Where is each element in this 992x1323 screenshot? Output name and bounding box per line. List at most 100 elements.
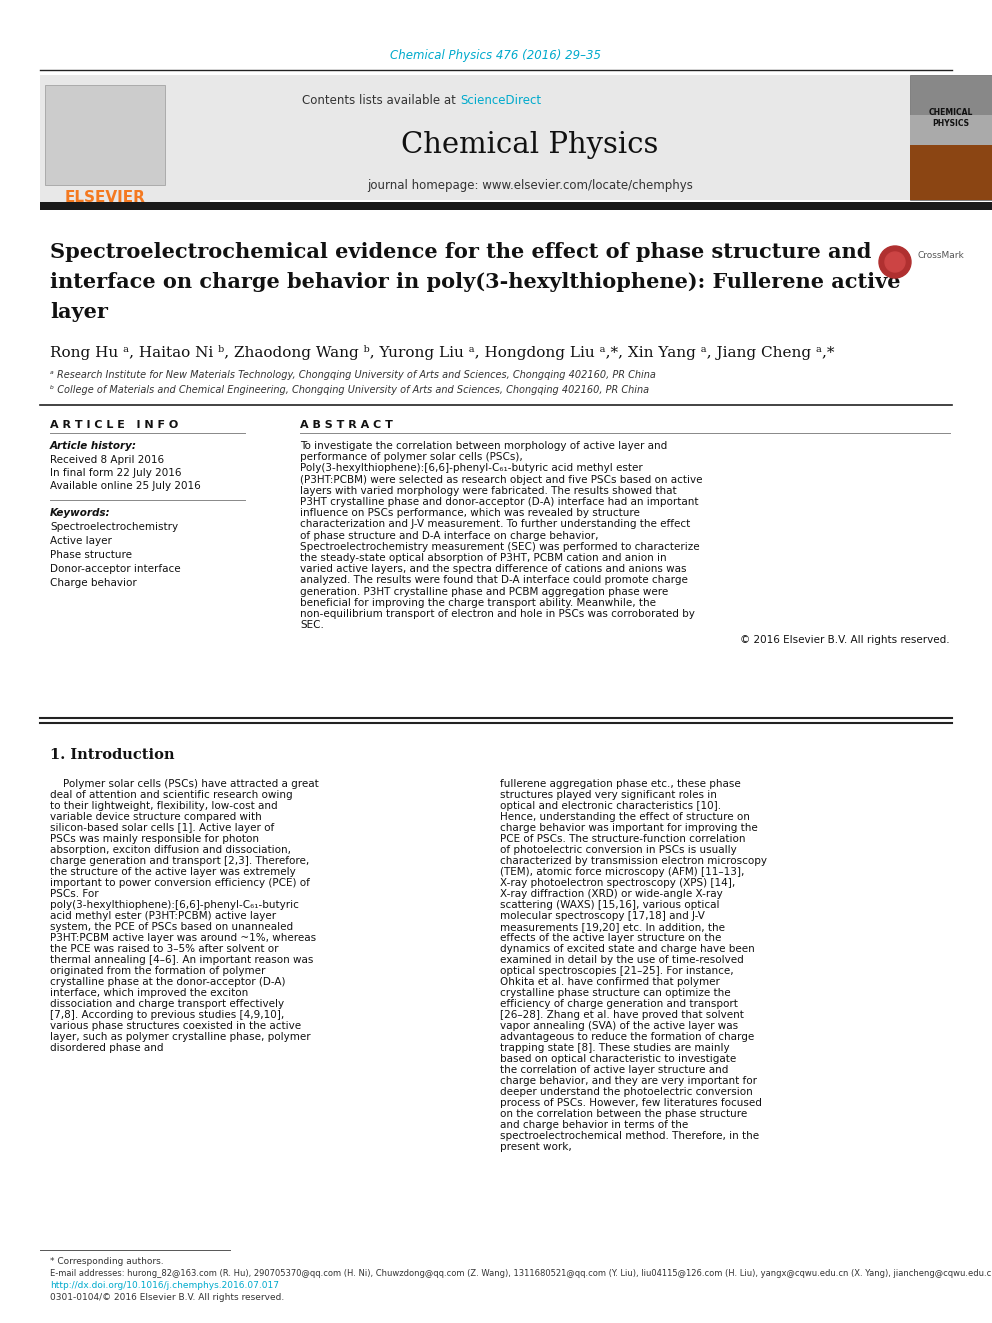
FancyBboxPatch shape (40, 75, 210, 205)
Text: measurements [19,20] etc. In addition, the: measurements [19,20] etc. In addition, t… (500, 922, 725, 931)
Text: variable device structure compared with: variable device structure compared with (50, 812, 262, 822)
Text: (P3HT:PCBM) were selected as research object and five PSCs based on active: (P3HT:PCBM) were selected as research ob… (300, 475, 702, 484)
Text: efficiency of charge generation and transport: efficiency of charge generation and tran… (500, 999, 738, 1009)
Text: characterized by transmission electron microscopy: characterized by transmission electron m… (500, 856, 767, 867)
Text: A B S T R A C T: A B S T R A C T (300, 419, 393, 430)
Text: Poly(3-hexylthiophene):[6,6]-phenyl-C₆₁-butyric acid methyl ester: Poly(3-hexylthiophene):[6,6]-phenyl-C₆₁-… (300, 463, 643, 474)
Text: crystalline phase structure can optimize the: crystalline phase structure can optimize… (500, 988, 731, 998)
Text: Phase structure: Phase structure (50, 550, 132, 560)
Text: interface on charge behavior in poly(3-hexylthiophene): Fullerene active: interface on charge behavior in poly(3-h… (50, 273, 901, 292)
Text: dissociation and charge transport effectively: dissociation and charge transport effect… (50, 999, 284, 1009)
Text: the steady-state optical absorption of P3HT, PCBM cation and anion in: the steady-state optical absorption of P… (300, 553, 667, 564)
Text: examined in detail by the use of time-resolved: examined in detail by the use of time-re… (500, 955, 744, 964)
Text: A R T I C L E   I N F O: A R T I C L E I N F O (50, 419, 179, 430)
Text: optical spectroscopies [21–25]. For instance,: optical spectroscopies [21–25]. For inst… (500, 966, 734, 976)
Circle shape (885, 251, 905, 273)
Text: various phase structures coexisted in the active: various phase structures coexisted in th… (50, 1021, 302, 1031)
Text: system, the PCE of PSCs based on unannealed: system, the PCE of PSCs based on unannea… (50, 922, 293, 931)
Text: X-ray diffraction (XRD) or wide-angle X-ray: X-ray diffraction (XRD) or wide-angle X-… (500, 889, 723, 900)
FancyBboxPatch shape (40, 75, 910, 200)
Text: E-mail addresses: hurong_82@163.com (R. Hu), 290705370@qq.com (H. Ni), Chuwzdong: E-mail addresses: hurong_82@163.com (R. … (50, 1270, 992, 1278)
Text: [26–28]. Zhang et al. have proved that solvent: [26–28]. Zhang et al. have proved that s… (500, 1009, 744, 1020)
Text: poly(3-hexylthiophene):[6,6]-phenyl-C₆₁-butyric: poly(3-hexylthiophene):[6,6]-phenyl-C₆₁-… (50, 900, 299, 910)
Text: effects of the active layer structure on the: effects of the active layer structure on… (500, 933, 721, 943)
Text: disordered phase and: disordered phase and (50, 1043, 164, 1053)
Text: process of PSCs. However, few literatures focused: process of PSCs. However, few literature… (500, 1098, 762, 1107)
Text: Article history:: Article history: (50, 441, 137, 451)
Text: P3HT:PCBM active layer was around ~1%, whereas: P3HT:PCBM active layer was around ~1%, w… (50, 933, 316, 943)
Text: performance of polymer solar cells (PSCs),: performance of polymer solar cells (PSCs… (300, 452, 523, 462)
Text: deal of attention and scientific research owing: deal of attention and scientific researc… (50, 790, 293, 800)
Text: charge behavior was important for improving the: charge behavior was important for improv… (500, 823, 758, 833)
Text: (TEM), atomic force microscopy (AFM) [11–13],: (TEM), atomic force microscopy (AFM) [11… (500, 867, 744, 877)
Text: molecular spectroscopy [17,18] and J-V: molecular spectroscopy [17,18] and J-V (500, 912, 705, 921)
Text: ᵇ College of Materials and Chemical Engineering, Chongqing University of Arts an: ᵇ College of Materials and Chemical Engi… (50, 385, 649, 396)
Text: analyzed. The results were found that D-A interface could promote charge: analyzed. The results were found that D-… (300, 576, 687, 585)
Text: ScienceDirect: ScienceDirect (460, 94, 541, 106)
Text: of phase structure and D-A interface on charge behavior,: of phase structure and D-A interface on … (300, 531, 598, 541)
Text: present work,: present work, (500, 1142, 571, 1152)
Text: http://dx.doi.org/10.1016/j.chemphys.2016.07.017: http://dx.doi.org/10.1016/j.chemphys.201… (50, 1282, 279, 1290)
Text: Charge behavior: Charge behavior (50, 578, 137, 587)
Text: Spectroelectrochemical evidence for the effect of phase structure and: Spectroelectrochemical evidence for the … (50, 242, 871, 262)
Text: Received 8 April 2016: Received 8 April 2016 (50, 455, 164, 464)
Text: © 2016 Elsevier B.V. All rights reserved.: © 2016 Elsevier B.V. All rights reserved… (740, 635, 950, 646)
Text: To investigate the correlation between morphology of active layer and: To investigate the correlation between m… (300, 441, 668, 451)
Text: charge behavior, and they are very important for: charge behavior, and they are very impor… (500, 1076, 757, 1086)
Text: ᵃ Research Institute for New Materials Technology, Chongqing University of Arts : ᵃ Research Institute for New Materials T… (50, 370, 656, 380)
Text: Hence, understanding the effect of structure on: Hence, understanding the effect of struc… (500, 812, 750, 822)
Text: Rong Hu ᵃ, Haitao Ni ᵇ, Zhaodong Wang ᵇ, Yurong Liu ᵃ, Hongdong Liu ᵃ,*, Xin Yan: Rong Hu ᵃ, Haitao Ni ᵇ, Zhaodong Wang ᵇ,… (50, 344, 834, 360)
Text: characterization and J-V measurement. To further understanding the effect: characterization and J-V measurement. To… (300, 520, 690, 529)
FancyBboxPatch shape (910, 140, 992, 200)
FancyBboxPatch shape (910, 115, 992, 146)
Text: non-equilibrium transport of electron and hole in PSCs was corroborated by: non-equilibrium transport of electron an… (300, 609, 694, 619)
Text: absorption, exciton diffusion and dissociation,: absorption, exciton diffusion and dissoc… (50, 845, 291, 855)
Text: interface, which improved the exciton: interface, which improved the exciton (50, 988, 248, 998)
Text: [7,8]. According to previous studies [4,9,10],: [7,8]. According to previous studies [4,… (50, 1009, 285, 1020)
Text: dynamics of excited state and charge have been: dynamics of excited state and charge hav… (500, 945, 755, 954)
Text: P3HT crystalline phase and donor-acceptor (D-A) interface had an important: P3HT crystalline phase and donor-accepto… (300, 497, 698, 507)
Text: Chemical Physics: Chemical Physics (402, 131, 659, 159)
Text: PSCs. For: PSCs. For (50, 889, 98, 900)
Text: 0301-0104/© 2016 Elsevier B.V. All rights reserved.: 0301-0104/© 2016 Elsevier B.V. All right… (50, 1294, 285, 1303)
FancyBboxPatch shape (40, 202, 992, 210)
Circle shape (879, 246, 911, 278)
Text: based on optical characteristic to investigate: based on optical characteristic to inves… (500, 1054, 736, 1064)
Text: originated from the formation of polymer: originated from the formation of polymer (50, 966, 266, 976)
Text: the correlation of active layer structure and: the correlation of active layer structur… (500, 1065, 728, 1076)
Text: layer: layer (50, 302, 108, 321)
Text: spectroelectrochemical method. Therefore, in the: spectroelectrochemical method. Therefore… (500, 1131, 759, 1140)
Text: important to power conversion efficiency (PCE) of: important to power conversion efficiency… (50, 878, 310, 888)
Text: on the correlation between the phase structure: on the correlation between the phase str… (500, 1109, 747, 1119)
Text: Spectroelectrochemistry: Spectroelectrochemistry (50, 523, 179, 532)
Text: generation. P3HT crystalline phase and PCBM aggregation phase were: generation. P3HT crystalline phase and P… (300, 586, 669, 597)
FancyBboxPatch shape (45, 85, 165, 185)
Text: deeper understand the photoelectric conversion: deeper understand the photoelectric conv… (500, 1088, 753, 1097)
Text: and charge behavior in terms of the: and charge behavior in terms of the (500, 1121, 688, 1130)
Text: ELSEVIER: ELSEVIER (64, 191, 146, 205)
Text: Spectroelectrochemistry measurement (SEC) was performed to characterize: Spectroelectrochemistry measurement (SEC… (300, 542, 699, 552)
Text: Available online 25 July 2016: Available online 25 July 2016 (50, 482, 200, 491)
Text: Donor-acceptor interface: Donor-acceptor interface (50, 564, 181, 574)
Text: PCE of PSCs. The structure-function correlation: PCE of PSCs. The structure-function corr… (500, 833, 746, 844)
Text: PSCs was mainly responsible for photon: PSCs was mainly responsible for photon (50, 833, 259, 844)
Text: silicon-based solar cells [1]. Active layer of: silicon-based solar cells [1]. Active la… (50, 823, 274, 833)
Text: * Corresponding authors.: * Corresponding authors. (50, 1257, 164, 1266)
Text: Keywords:: Keywords: (50, 508, 111, 519)
Text: the structure of the active layer was extremely: the structure of the active layer was ex… (50, 867, 296, 877)
Text: charge generation and transport [2,3]. Therefore,: charge generation and transport [2,3]. T… (50, 856, 310, 867)
Text: scattering (WAXS) [15,16], various optical: scattering (WAXS) [15,16], various optic… (500, 900, 719, 910)
Text: layers with varied morphology were fabricated. The results showed that: layers with varied morphology were fabri… (300, 486, 677, 496)
Text: trapping state [8]. These studies are mainly: trapping state [8]. These studies are ma… (500, 1043, 730, 1053)
Text: to their lightweight, flexibility, low-cost and: to their lightweight, flexibility, low-c… (50, 800, 278, 811)
Text: varied active layers, and the spectra difference of cations and anions was: varied active layers, and the spectra di… (300, 564, 686, 574)
Text: influence on PSCs performance, which was revealed by structure: influence on PSCs performance, which was… (300, 508, 640, 519)
Text: of photoelectric conversion in PSCs is usually: of photoelectric conversion in PSCs is u… (500, 845, 737, 855)
Text: vapor annealing (SVA) of the active layer was: vapor annealing (SVA) of the active laye… (500, 1021, 738, 1031)
Text: journal homepage: www.elsevier.com/locate/chemphys: journal homepage: www.elsevier.com/locat… (367, 179, 693, 192)
Text: Chemical Physics 476 (2016) 29–35: Chemical Physics 476 (2016) 29–35 (391, 49, 601, 61)
Text: 1. Introduction: 1. Introduction (50, 747, 175, 762)
Text: Contents lists available at: Contents lists available at (303, 94, 460, 106)
Text: layer, such as polymer crystalline phase, polymer: layer, such as polymer crystalline phase… (50, 1032, 310, 1043)
Text: X-ray photoelectron spectroscopy (XPS) [14],: X-ray photoelectron spectroscopy (XPS) [… (500, 878, 735, 888)
